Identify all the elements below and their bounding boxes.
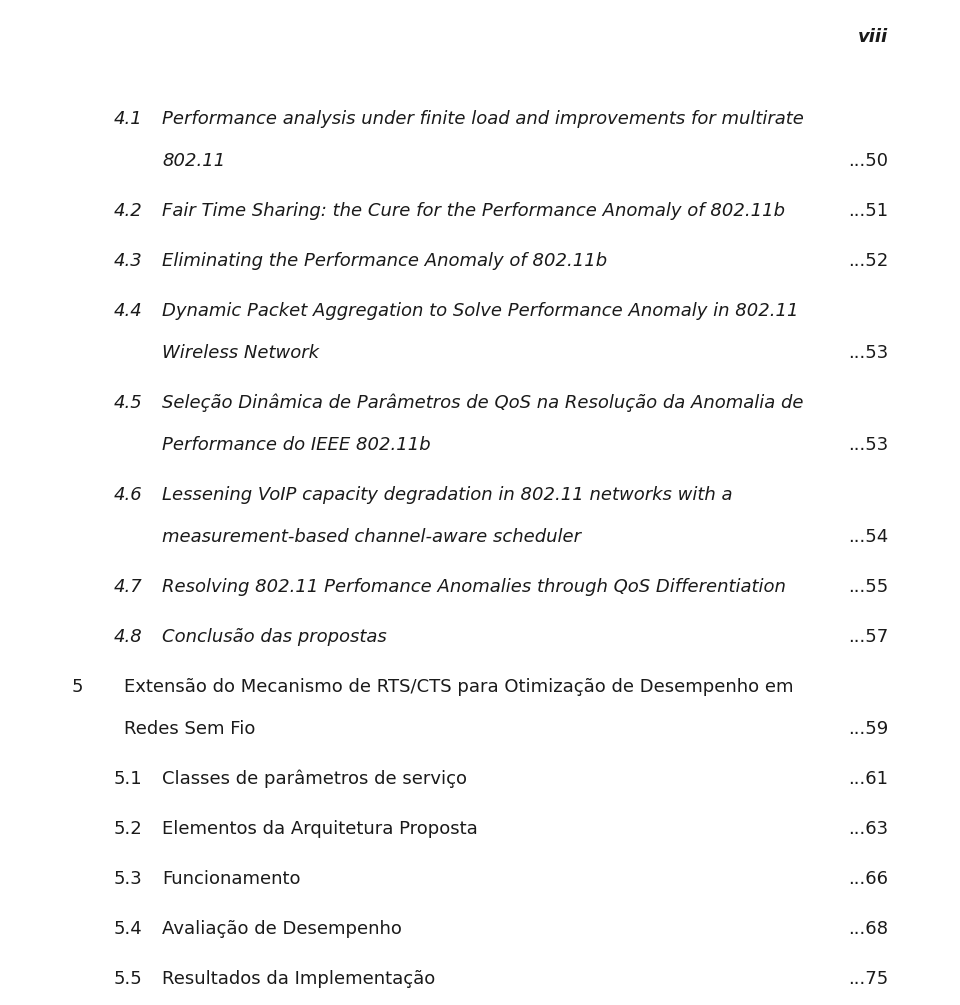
Text: measurement-based channel-aware scheduler: measurement-based channel-aware schedule…: [162, 528, 581, 546]
Text: 5.5: 5.5: [114, 970, 143, 988]
Text: ...54: ...54: [848, 528, 888, 546]
Text: viii: viii: [858, 28, 888, 46]
Text: ...50: ...50: [848, 152, 888, 170]
Text: 4.2: 4.2: [114, 202, 143, 220]
Text: 5.1: 5.1: [114, 770, 143, 788]
Text: Fair Time Sharing: the Cure for the Performance Anomaly of 802.11b: Fair Time Sharing: the Cure for the Perf…: [162, 202, 785, 220]
Text: ...52: ...52: [848, 252, 888, 270]
Text: ...59: ...59: [848, 720, 888, 738]
Text: Lessening VoIP capacity degradation in 802.11 networks with a: Lessening VoIP capacity degradation in 8…: [162, 486, 732, 504]
Text: 4.8: 4.8: [114, 628, 143, 646]
Text: ...55: ...55: [848, 578, 888, 596]
Text: ...53: ...53: [848, 344, 888, 362]
Text: ...68: ...68: [848, 920, 888, 938]
Text: Wireless Network: Wireless Network: [162, 344, 319, 362]
Text: Resolving 802.11 Perfomance Anomalies through QoS Differentiation: Resolving 802.11 Perfomance Anomalies th…: [162, 578, 786, 596]
Text: ...51: ...51: [848, 202, 888, 220]
Text: Redes Sem Fio: Redes Sem Fio: [124, 720, 255, 738]
Text: 4.6: 4.6: [114, 486, 143, 504]
Text: Avaliação de Desempenho: Avaliação de Desempenho: [162, 920, 402, 938]
Text: Classes de parâmetros de serviço: Classes de parâmetros de serviço: [162, 770, 467, 789]
Text: 4.7: 4.7: [114, 578, 143, 596]
Text: ...66: ...66: [848, 870, 888, 888]
Text: Elementos da Arquitetura Proposta: Elementos da Arquitetura Proposta: [162, 820, 478, 838]
Text: Dynamic Packet Aggregation to Solve Performance Anomaly in 802.11: Dynamic Packet Aggregation to Solve Perf…: [162, 302, 799, 320]
Text: 5.2: 5.2: [114, 820, 143, 838]
Text: ...61: ...61: [848, 770, 888, 788]
Text: Funcionamento: Funcionamento: [162, 870, 300, 888]
Text: 4.1: 4.1: [114, 110, 143, 128]
Text: Seleção Dinâmica de Parâmetros de QoS na Resolução da Anomalia de: Seleção Dinâmica de Parâmetros de QoS na…: [162, 394, 804, 412]
Text: 4.3: 4.3: [114, 252, 143, 270]
Text: 5.3: 5.3: [114, 870, 143, 888]
Text: 5: 5: [72, 678, 84, 696]
Text: 5.4: 5.4: [114, 920, 143, 938]
Text: Conclusão das propostas: Conclusão das propostas: [162, 628, 387, 646]
Text: 4.4: 4.4: [114, 302, 143, 320]
Text: Extensão do Mecanismo de RTS/CTS para Otimização de Desempenho em: Extensão do Mecanismo de RTS/CTS para Ot…: [124, 678, 794, 696]
Text: Performance do IEEE 802.11b: Performance do IEEE 802.11b: [162, 436, 431, 454]
Text: ...57: ...57: [848, 628, 888, 646]
Text: ...63: ...63: [848, 820, 888, 838]
Text: 802.11: 802.11: [162, 152, 226, 170]
Text: Resultados da Implementação: Resultados da Implementação: [162, 970, 435, 988]
Text: 4.5: 4.5: [114, 394, 143, 412]
Text: ...53: ...53: [848, 436, 888, 454]
Text: ...75: ...75: [848, 970, 888, 988]
Text: Eliminating the Performance Anomaly of 802.11b: Eliminating the Performance Anomaly of 8…: [162, 252, 607, 270]
Text: Performance analysis under finite load and improvements for multirate: Performance analysis under finite load a…: [162, 110, 804, 128]
